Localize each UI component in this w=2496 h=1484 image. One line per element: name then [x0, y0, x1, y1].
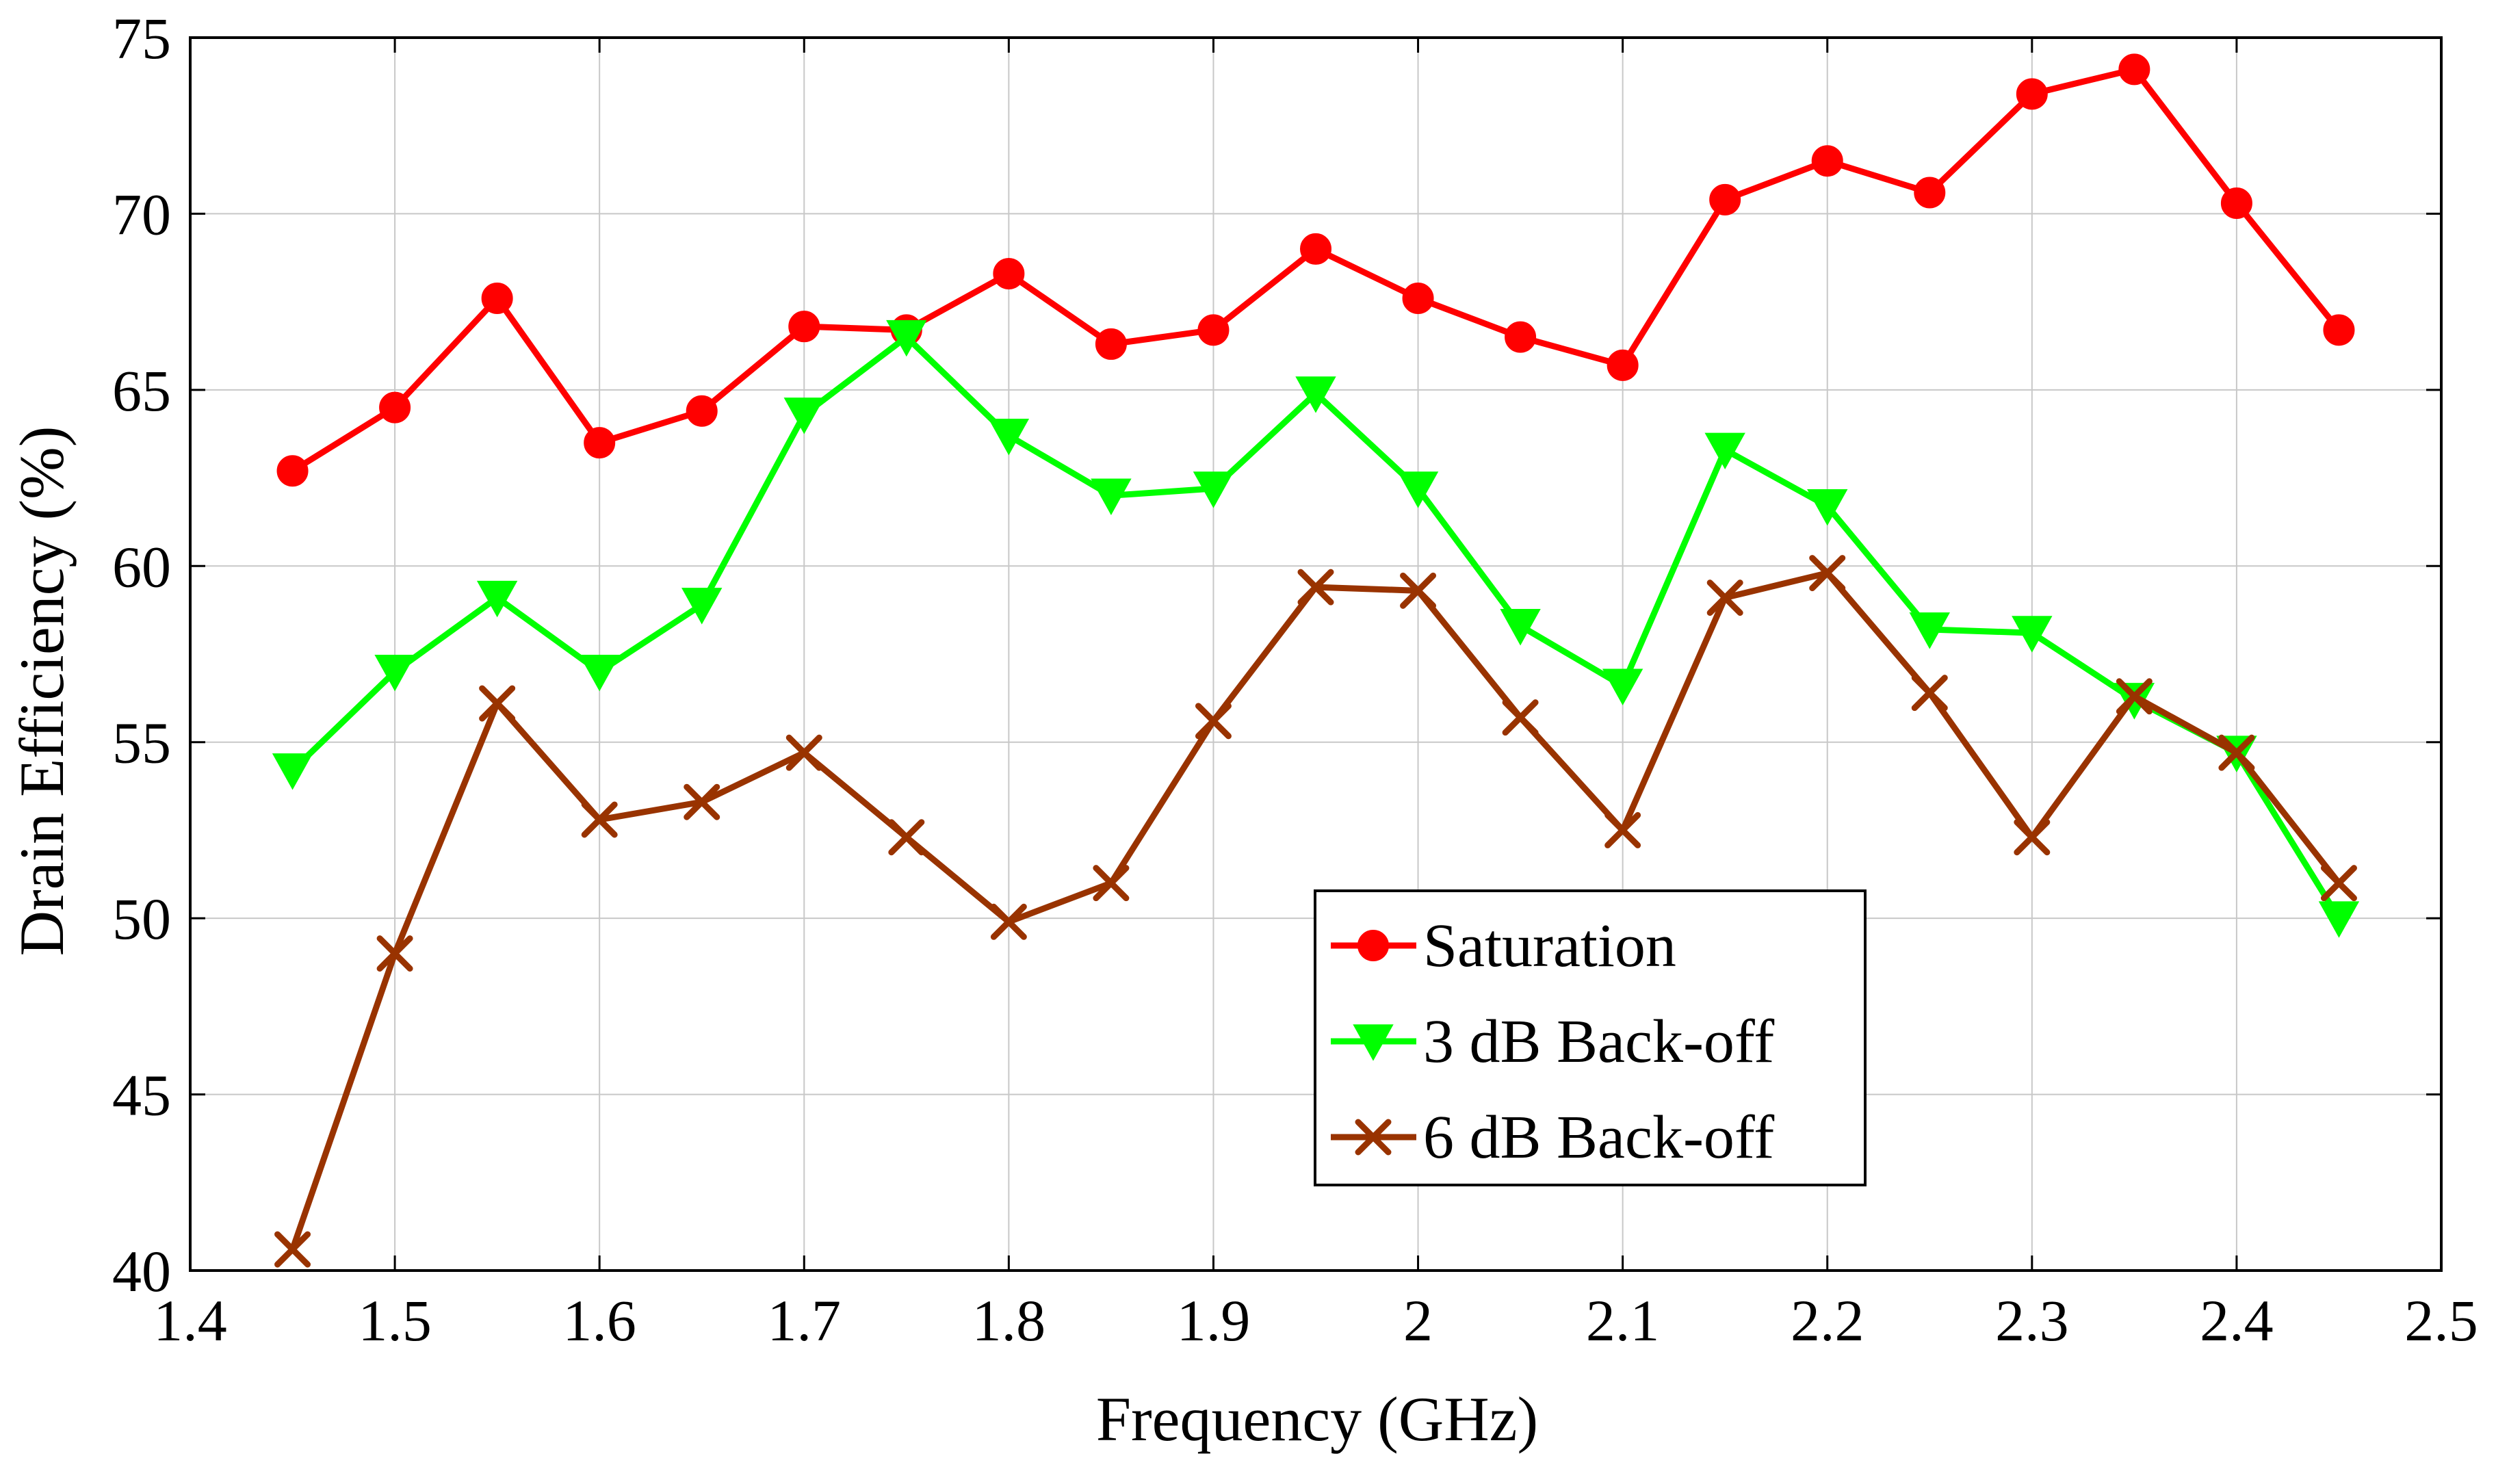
x-axis-title: Frequency (GHz): [1096, 1384, 1538, 1454]
x-tick-label: 1.9: [1177, 1288, 1251, 1353]
data-point: [788, 311, 820, 343]
y-tick-label: 40: [112, 1238, 171, 1304]
data-point: [1095, 328, 1127, 360]
legend-label-3db: 3 dB Back-off: [1423, 1008, 1774, 1076]
data-point: [1300, 233, 1331, 265]
series-2: [274, 555, 2357, 1268]
data-point: [1502, 699, 1539, 736]
data-point: [1500, 609, 1541, 646]
data-point: [1914, 177, 1946, 209]
data-point: [1397, 471, 1439, 508]
x-tick-label: 2.2: [1791, 1288, 1864, 1353]
data-point: [2318, 901, 2360, 938]
data-point: [886, 320, 927, 357]
legend-marker: [1355, 1119, 1392, 1156]
data-point: [2323, 314, 2355, 346]
data-point: [988, 418, 1030, 456]
data-point: [888, 819, 925, 856]
data-point: [2118, 53, 2150, 86]
legend: Saturation 3 dB Back-off 6 dB Back-off: [1314, 889, 1867, 1186]
data-point: [993, 257, 1025, 289]
data-point: [1909, 612, 1950, 649]
data-point: [1197, 314, 1230, 346]
data-point: [2016, 78, 2048, 110]
data-point: [1297, 569, 1334, 606]
data-point: [1706, 580, 1743, 616]
data-point: [1811, 145, 1843, 177]
data-point: [1402, 282, 1434, 314]
data-point: [1093, 865, 1130, 902]
data-point: [1505, 321, 1537, 353]
data-point: [1704, 432, 1745, 470]
data-point: [379, 391, 411, 424]
legend-marker: [1357, 930, 1389, 961]
data-point: [479, 685, 516, 722]
data-point: [2012, 616, 2053, 653]
data-point: [1604, 811, 1641, 848]
y-tick-label: 75: [112, 5, 171, 71]
data-point: [785, 734, 822, 771]
series-0: [276, 53, 2355, 487]
x-tick-label: 1.8: [972, 1288, 1046, 1353]
y-tick-label: 45: [112, 1063, 171, 1128]
legend-label-6db: 6 dB Back-off: [1423, 1104, 1774, 1171]
data-point: [2014, 819, 2051, 856]
y-tick-label: 55: [112, 710, 171, 776]
grid-layer: [190, 38, 2441, 1271]
legend-marker: [1353, 1024, 1394, 1061]
data-point: [1911, 675, 1948, 712]
tick-labels: 1.4 1.5 1.6 1.7 1.8 1.9 2 2.1 2.2 2.3 2.4 2.5 40 45 50…: [112, 5, 2478, 1353]
y-tick-label: 65: [112, 358, 171, 424]
data-point: [1602, 668, 1643, 705]
y-tick-label: 60: [112, 534, 171, 599]
data-point: [1091, 478, 1132, 515]
x-tick-label: 1.5: [358, 1288, 432, 1353]
axes-layer: [189, 36, 2443, 1272]
data-point: [276, 455, 309, 487]
x-tick-label: 2: [1403, 1288, 1433, 1353]
x-tick-label: 2.1: [1586, 1288, 1660, 1353]
data-point: [476, 580, 518, 618]
series-layer: [272, 53, 2360, 1268]
data-point: [2220, 187, 2252, 219]
data-point: [686, 395, 718, 427]
data-point: [2218, 734, 2255, 771]
y-tick-label: 50: [112, 886, 171, 952]
x-tick-label: 1.6: [562, 1288, 636, 1353]
x-tick-label: 1.4: [153, 1288, 227, 1353]
data-point: [581, 801, 618, 838]
data-point: [584, 427, 616, 459]
data-point: [783, 398, 824, 434]
x-tick-label: 2.5: [2404, 1288, 2478, 1353]
data-point: [2116, 678, 2153, 715]
data-point: [272, 753, 313, 790]
data-point: [1709, 183, 1741, 216]
plot-frame: [189, 36, 2443, 1272]
data-point: [481, 282, 513, 314]
data-point: [1195, 703, 1232, 740]
data-point: [1807, 489, 1848, 526]
data-point: [2320, 865, 2357, 902]
data-point: [1295, 376, 1336, 413]
data-point: [681, 588, 723, 625]
data-point: [1607, 349, 1639, 381]
data-point: [1193, 471, 1234, 508]
data-point: [1809, 555, 1846, 592]
y-tick-label: 70: [112, 181, 171, 247]
data-point: [374, 654, 415, 692]
x-tick-label: 1.7: [768, 1288, 842, 1353]
y-axis-title: Drain Efficiency (%): [7, 426, 77, 956]
data-point: [990, 903, 1027, 940]
data-point: [684, 783, 720, 820]
x-tick-label: 2.4: [2200, 1288, 2274, 1353]
data-point: [579, 654, 620, 692]
data-point: [274, 1231, 311, 1268]
data-point: [376, 935, 413, 972]
x-tick-label: 2.3: [1995, 1288, 2069, 1353]
data-point: [1400, 572, 1437, 609]
legend-label-saturation: Saturation: [1423, 912, 1676, 980]
